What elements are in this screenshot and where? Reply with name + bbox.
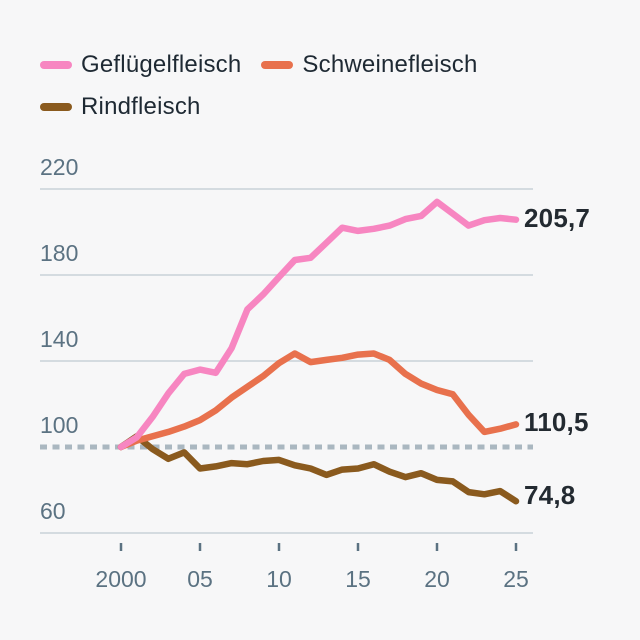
x-axis-label-20: 20 xyxy=(424,566,450,592)
y-axis-label-180: 180 xyxy=(40,240,78,266)
end-value-rindfleisch: 74,8 xyxy=(524,480,576,510)
series-line-schweinefleisch xyxy=(117,350,520,451)
series-line-rindfleisch xyxy=(117,433,520,505)
x-axis-label-05: 05 xyxy=(187,566,213,592)
series-line-gefluegelfleisch xyxy=(117,198,520,451)
x-axis-label-15: 15 xyxy=(345,566,371,592)
legend-label-gefluegelfleisch: Geflügelfleisch xyxy=(81,50,242,78)
y-axis-label-140: 140 xyxy=(40,326,78,352)
legend-label-schweinefleisch: Schweinefleisch xyxy=(302,50,478,78)
legend: Geflügelfleisch Schweinefleisch Rindflei… xyxy=(40,46,605,125)
end-value-gefluegelfleisch: 205,7 xyxy=(524,203,591,233)
end-value-schweinefleisch: 110,5 xyxy=(524,407,589,437)
gefluegelfleisch-swatch-icon xyxy=(40,60,72,69)
legend-item-rindfleisch: Rindfleisch xyxy=(40,88,201,125)
y-axis-label-220: 220 xyxy=(40,154,78,180)
legend-item-gefluegelfleisch: Geflügelfleisch xyxy=(40,46,241,83)
y-axis-label-100: 100 xyxy=(40,412,78,438)
x-axis-label-10: 10 xyxy=(266,566,292,592)
legend-item-schweinefleisch: Schweinefleisch xyxy=(261,46,477,83)
rindfleisch-swatch-icon xyxy=(40,102,72,111)
x-axis-label-25: 25 xyxy=(503,566,529,592)
x-axis-label-2000: 2000 xyxy=(95,566,146,592)
y-axis-label-60: 60 xyxy=(40,498,66,524)
legend-label-rindfleisch: Rindfleisch xyxy=(81,92,201,120)
schweinefleisch-swatch-icon xyxy=(261,60,294,69)
